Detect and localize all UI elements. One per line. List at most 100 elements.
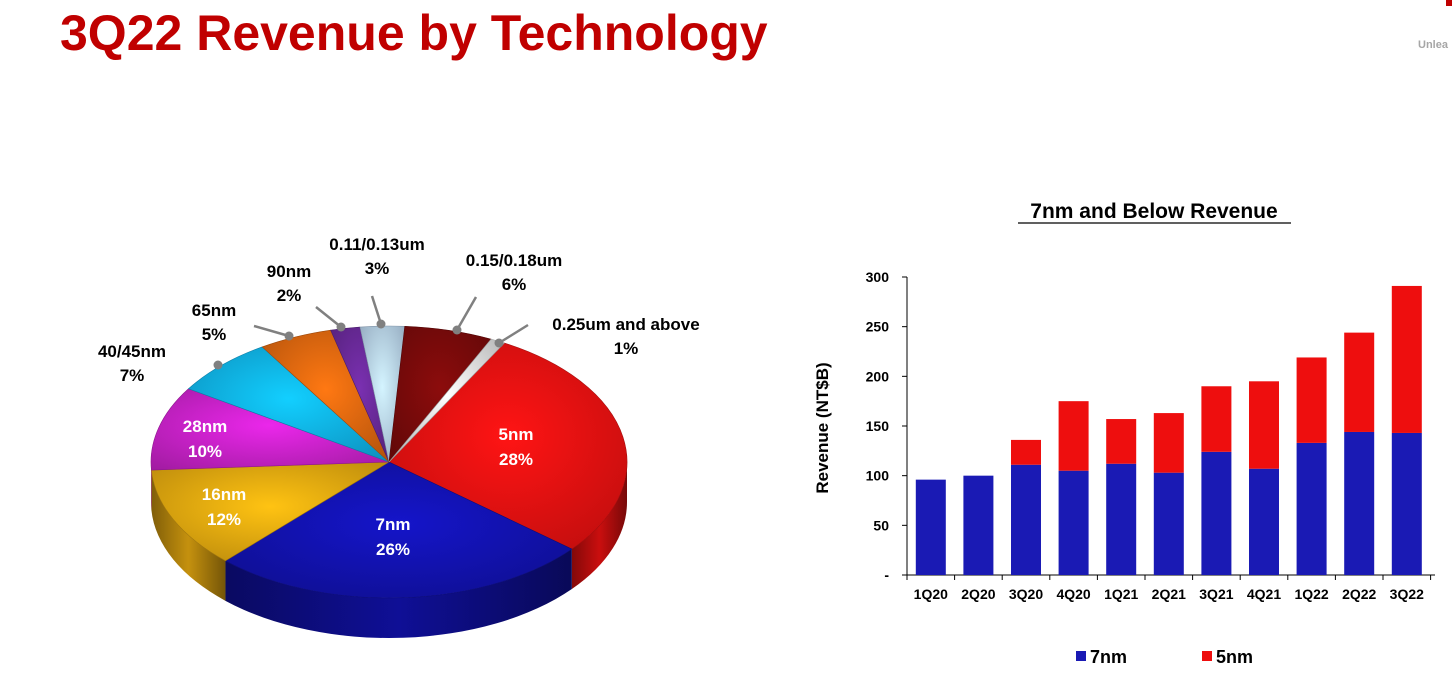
- bar-5nm-4q21: [1249, 381, 1279, 469]
- legend-swatch: [1076, 651, 1086, 661]
- pie-slice-28nm: [150, 388, 390, 471]
- leader-line-65nm: [253, 324, 290, 338]
- bar-7nm-4q20: [1058, 470, 1089, 575]
- x-tick-labels: 1Q20 2Q20 3Q20 4Q20 1Q21 2Q21 3Q21 4Q21 1Q22 2Q22…: [914, 586, 1424, 602]
- brand-tagline: Unlea: [1418, 39, 1448, 51]
- pie-label-65nm: 65nm 5%: [192, 301, 236, 344]
- pie-label-value: 5%: [202, 325, 227, 344]
- pie-label-value: 1%: [614, 339, 639, 358]
- x-tick-label: 2Q20: [961, 586, 995, 602]
- bar-5nm-1q22: [1296, 357, 1327, 443]
- bar-7nm-2q21: [1153, 472, 1184, 575]
- pie-label-name: 65nm: [192, 301, 236, 320]
- legend-item-7nm: 7nm: [1076, 647, 1127, 667]
- pie-label-name: 0.11/0.13um: [329, 235, 424, 254]
- pie-label-16nm: 16nm 12%: [202, 485, 246, 529]
- pie-label-name: 0.25um and above: [552, 315, 699, 334]
- pie-label-value: 7%: [120, 366, 145, 385]
- pie-label-name: 28nm: [183, 417, 227, 436]
- leader-line-0-15-0-18um: [455, 296, 478, 331]
- pie-label-0-15-0-18um: 0.15/0.18um 6%: [466, 251, 562, 294]
- leader-line-0-25um-and-above: [498, 323, 529, 345]
- bar-5nm-1q21: [1106, 419, 1137, 464]
- pie-label-value: 10%: [188, 442, 222, 461]
- x-tick-label: 1Q21: [1104, 586, 1138, 602]
- bar-7nm-1q22: [1296, 442, 1327, 575]
- bar-7nm-2q22: [1344, 431, 1375, 575]
- leader-line-90nm: [315, 306, 342, 328]
- y-tick-label: 300: [866, 269, 890, 285]
- y-tick-labels: - 50 100 150 200 250 300: [866, 269, 890, 583]
- bar-5nm-2q22: [1344, 332, 1375, 432]
- pie-label-name: 0.15/0.18um: [466, 251, 562, 270]
- legend-swatch: [1202, 651, 1212, 661]
- bar-5nm-2q21: [1153, 413, 1184, 473]
- pie-label-40-45nm: 40/45nm 7%: [98, 342, 166, 385]
- pie-label-0-25um-and-above: 0.25um and above 1%: [552, 315, 699, 358]
- bar-7nm-1q21: [1106, 463, 1137, 575]
- bar-7nm-3q21: [1201, 451, 1232, 575]
- pie-labels: 5nm28%7nm26%16nm12%28nm10%40/45nm7%65nm5…: [98, 235, 700, 559]
- pie-slices: [150, 325, 628, 599]
- pie-label-value: 2%: [277, 286, 302, 305]
- leader-dot-65nm: [284, 331, 294, 341]
- brand-logo-icon: [1446, 0, 1452, 6]
- bar-7nm-4q21: [1249, 468, 1279, 575]
- y-tick-label: -: [884, 567, 889, 583]
- x-tick-label: 2Q22: [1342, 586, 1376, 602]
- page-title: 3Q22 Revenue by Technology: [60, 5, 768, 61]
- bar-5nm-4q20: [1058, 401, 1089, 471]
- pie-label-name: 40/45nm: [98, 342, 166, 361]
- bar-5nm-3q21: [1201, 386, 1232, 452]
- y-tick-label: 150: [866, 418, 890, 434]
- bar-7nm-3q20: [1011, 464, 1041, 575]
- bar-7nm-2q20: [963, 475, 994, 575]
- pie-label-0-11-0-13um: 0.11/0.13um 3%: [329, 235, 424, 278]
- bar-chart: 7nm and Below Revenue Revenue (NT$B) 1Q2…: [813, 200, 1435, 667]
- pie-slice-5nm: [388, 342, 628, 550]
- pie-label-value: 28%: [499, 450, 533, 469]
- bar-7nm-3q22: [1391, 432, 1422, 575]
- pie-label-90nm: 90nm 2%: [267, 262, 311, 305]
- x-tick-label: 2Q21: [1152, 586, 1186, 602]
- x-tick-label: 4Q21: [1247, 586, 1281, 602]
- x-tick-label: 1Q20: [914, 586, 948, 602]
- legend-item-5nm: 5nm: [1202, 647, 1253, 667]
- pie-leader-lines: [213, 295, 529, 370]
- leader-dot-90nm: [336, 322, 346, 332]
- bar-5nm-3q22: [1391, 285, 1422, 433]
- leader-dot-0-25um-and-above: [494, 338, 504, 348]
- bar-chart-title: 7nm and Below Revenue: [1030, 200, 1277, 223]
- pie-label-value: 12%: [207, 510, 241, 529]
- x-tick-label: 4Q20: [1056, 586, 1090, 602]
- pie-side-7nm: [225, 549, 572, 639]
- y-tick-label: 50: [873, 517, 889, 533]
- bar-5nm-3q20: [1011, 439, 1041, 465]
- pie-label-name: 7nm: [376, 515, 411, 534]
- pie-label-name: 5nm: [499, 425, 534, 444]
- bar-7nm-1q20: [915, 479, 946, 575]
- pie-chart: 5nm28%7nm26%16nm12%28nm10%40/45nm7%65nm5…: [98, 235, 700, 639]
- leader-line-0-11-0-13um: [370, 295, 383, 325]
- pie-slice-7nm: [224, 461, 573, 599]
- pie-label-value: 6%: [502, 275, 527, 294]
- pie-label-value: 26%: [376, 540, 410, 559]
- pie-side-5nm: [571, 462, 627, 590]
- y-tick-label: 100: [866, 468, 890, 484]
- y-tick-label: 250: [866, 319, 890, 335]
- x-tick-label: 1Q22: [1294, 586, 1328, 602]
- legend: 7nm 5nm: [1076, 647, 1253, 667]
- pie-label-value: 3%: [365, 259, 390, 278]
- bar-series: [915, 285, 1422, 575]
- x-tick-label: 3Q20: [1009, 586, 1043, 602]
- leader-dot-40-45nm: [213, 360, 223, 370]
- pie-label-name: 16nm: [202, 485, 246, 504]
- pie-label-28nm: 28nm 10%: [183, 417, 227, 461]
- legend-label: 7nm: [1090, 647, 1127, 667]
- x-tick-label: 3Q21: [1199, 586, 1233, 602]
- x-tick-label: 3Q22: [1390, 586, 1424, 602]
- pie-label-name: 90nm: [267, 262, 311, 281]
- leader-dot-0-11-0-13um: [376, 319, 386, 329]
